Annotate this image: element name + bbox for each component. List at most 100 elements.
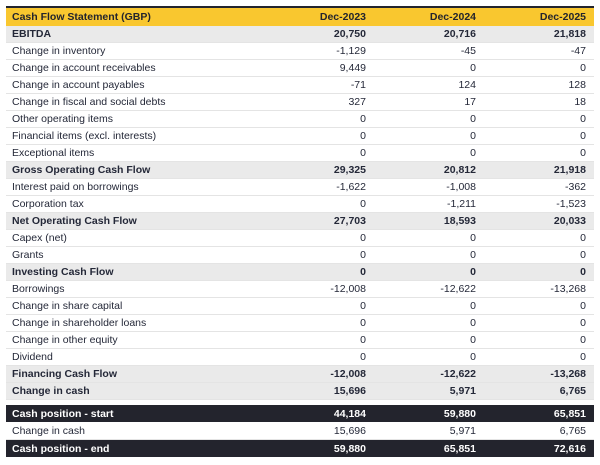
row-value: 0 (580, 232, 586, 244)
table-footer: Cash position - start 44,184 59,880 65,851 C… (6, 405, 594, 458)
table-row: Capex (net) 0 0 0 (6, 230, 594, 247)
row-label: Grants (12, 249, 44, 261)
row-value: 20,750 (333, 28, 366, 40)
row-value: -13,268 (550, 368, 586, 380)
table-title: Cash Flow Statement (GBP) (12, 11, 151, 23)
row-value: 0 (360, 198, 366, 210)
table-row: Financing Cash Flow -12,008 -12,622 -13,268 (6, 366, 594, 383)
row-label: Change in shareholder loans (12, 317, 147, 329)
row-value: -12,622 (440, 283, 476, 295)
row-value: 124 (458, 79, 476, 91)
row-label: Cash position - end (12, 442, 110, 455)
row-value: 0 (360, 232, 366, 244)
row-value: -1,523 (556, 198, 586, 210)
row-label: Interest paid on borrowings (12, 181, 139, 193)
row-value: -47 (570, 45, 586, 57)
row-value: -1,622 (336, 181, 366, 193)
row-value: 17 (464, 96, 476, 108)
row-value: 6,765 (559, 385, 586, 397)
row-value: 0 (470, 249, 476, 261)
row-value: 0 (580, 317, 586, 329)
row-value: 15,696 (333, 425, 366, 437)
row-value: 0 (470, 113, 476, 125)
table-row: Dividend 0 0 0 (6, 349, 594, 366)
row-value: -71 (350, 79, 366, 91)
row-value: 0 (470, 62, 476, 74)
row-label: Borrowings (12, 283, 65, 295)
table-row: Interest paid on borrowings -1,622 -1,008 -… (6, 179, 594, 196)
row-value: 0 (580, 130, 586, 142)
column-header-dec-2025: Dec-2025 (539, 11, 586, 23)
table-row: Other operating items 0 0 0 (6, 111, 594, 128)
row-label: Change in inventory (12, 45, 106, 57)
table-row: Change in fiscal and social debts 327 17 18 (6, 94, 594, 111)
row-value: 0 (580, 334, 586, 346)
table-row: Change in other equity 0 0 0 (6, 332, 594, 349)
row-label: Change in other equity (12, 334, 118, 346)
row-value: 18,593 (443, 215, 476, 227)
row-value: 0 (470, 317, 476, 329)
table-row: Change in account receivables 9,449 0 0 (6, 60, 594, 77)
row-value: 0 (580, 300, 586, 312)
table-row: Borrowings -12,008 -12,622 -13,268 (6, 281, 594, 298)
row-value: 0 (580, 147, 586, 159)
table-row: Investing Cash Flow 0 0 0 (6, 264, 594, 281)
row-value: 0 (360, 113, 366, 125)
row-value: 0 (580, 113, 586, 125)
row-value: -12,008 (330, 368, 366, 380)
row-value: -45 (460, 45, 476, 57)
table-row: Change in inventory -1,129 -45 -47 (6, 43, 594, 60)
row-value: 5,971 (449, 385, 476, 397)
row-value: 0 (360, 317, 366, 329)
table-header-row: Cash Flow Statement (GBP) Dec-2023 Dec-2… (6, 6, 594, 26)
table-row: Financial items (excl. interests) 0 0 0 (6, 128, 594, 145)
row-label: Cash position - start (12, 407, 114, 420)
table-row: Cash position - end 59,880 65,851 72,616 (6, 440, 594, 458)
row-value: 0 (470, 334, 476, 346)
row-label: Investing Cash Flow (12, 266, 114, 278)
row-value: 0 (360, 130, 366, 142)
table-row: Gross Operating Cash Flow 29,325 20,812 21,… (6, 162, 594, 179)
row-value: 15,696 (333, 385, 366, 397)
row-value: 5,971 (449, 425, 476, 437)
column-header-dec-2023: Dec-2023 (319, 11, 366, 23)
row-value: 21,818 (553, 28, 586, 40)
row-value: 0 (470, 232, 476, 244)
table-row: Corporation tax 0 -1,211 -1,523 (6, 196, 594, 213)
table-row: Cash position - start 44,184 59,880 65,851 (6, 405, 594, 423)
row-value: 20,033 (553, 215, 586, 227)
row-label: Exceptional items (12, 147, 95, 159)
row-label: Change in account receivables (12, 62, 156, 74)
table-row: Change in shareholder loans 0 0 0 (6, 315, 594, 332)
row-value: -1,211 (447, 198, 476, 210)
row-value: -12,008 (330, 283, 366, 295)
row-label: Change in account payables (12, 79, 145, 91)
row-value: 9,449 (339, 62, 366, 74)
row-label: Dividend (12, 351, 53, 363)
row-value: 0 (360, 334, 366, 346)
row-value: 0 (360, 351, 366, 363)
table-row: Net Operating Cash Flow 27,703 18,593 20,03… (6, 213, 594, 230)
row-label: Net Operating Cash Flow (12, 215, 137, 227)
row-value: 65,851 (443, 442, 476, 455)
row-label: EBITDA (12, 28, 52, 40)
row-value: 0 (360, 249, 366, 261)
row-value: 0 (360, 147, 366, 159)
row-value: 27,703 (333, 215, 366, 227)
row-value: -13,268 (550, 283, 586, 295)
row-value: -1,008 (446, 181, 476, 193)
row-label: Other operating items (12, 113, 113, 125)
row-label: Capex (net) (12, 232, 67, 244)
row-value: 0 (470, 266, 476, 278)
table-row: Change in account payables -71 124 128 (6, 77, 594, 94)
row-label: Financial items (excl. interests) (12, 130, 157, 142)
row-value: -362 (564, 181, 586, 193)
row-value: 59,880 (443, 407, 476, 420)
row-value: 59,880 (333, 442, 366, 455)
row-value: 0 (360, 300, 366, 312)
table-row: Grants 0 0 0 (6, 247, 594, 264)
row-value: 0 (580, 249, 586, 261)
row-value: 0 (470, 130, 476, 142)
row-value: 21,918 (553, 164, 586, 176)
